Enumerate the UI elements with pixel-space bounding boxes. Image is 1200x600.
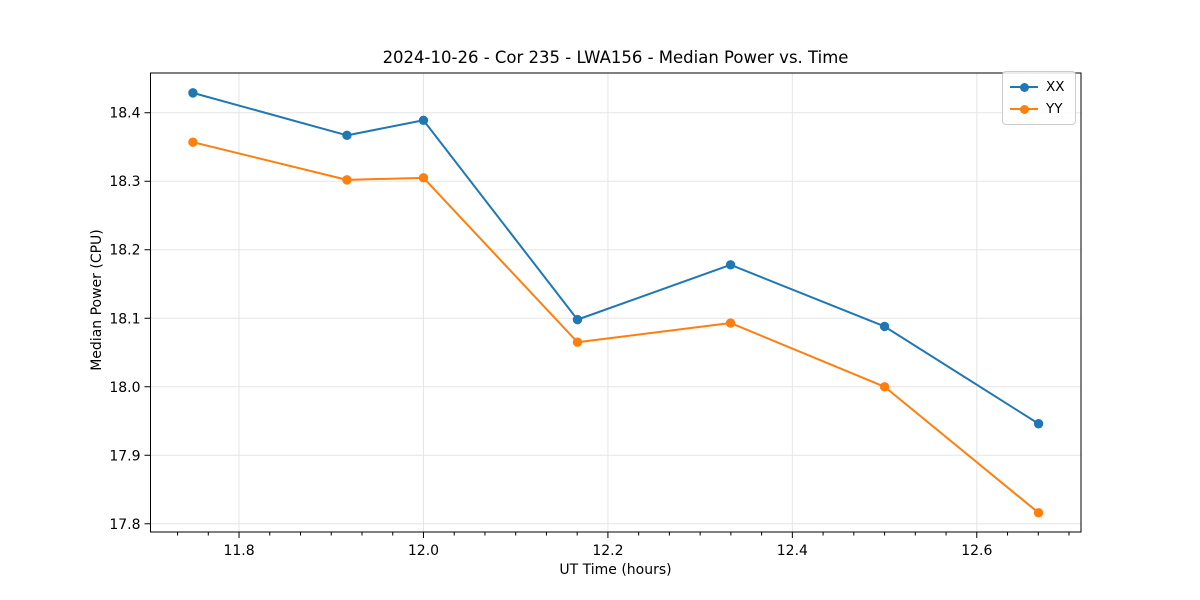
data-point-yy bbox=[418, 173, 429, 183]
data-point-xx bbox=[1033, 419, 1044, 429]
x-tick-label: 12.0 bbox=[408, 543, 439, 559]
data-point-xx bbox=[418, 115, 429, 125]
x-tick-label: 12.4 bbox=[777, 543, 808, 559]
y-tick-label: 18.4 bbox=[109, 106, 140, 122]
y-tick-label: 18.1 bbox=[109, 311, 140, 327]
data-point-xx bbox=[572, 314, 583, 325]
x-tick-label: 11.8 bbox=[223, 543, 254, 559]
x-tick-label: 12.2 bbox=[592, 543, 623, 559]
y-tick-label: 18.3 bbox=[109, 174, 140, 190]
x-tick-label: 12.6 bbox=[961, 543, 992, 559]
chart-title: 2024-10-26 - Cor 235 - LWA156 - Median P… bbox=[382, 48, 849, 67]
series-line-xx bbox=[191, 91, 1040, 425]
series-line-yy bbox=[191, 141, 1040, 514]
legend-marker-icon bbox=[1019, 104, 1029, 114]
x-axis-label: UT Time (hours) bbox=[559, 562, 672, 578]
legend-marker-icon bbox=[1019, 82, 1029, 92]
y-tick-label: 18.2 bbox=[109, 243, 140, 259]
data-point-yy bbox=[572, 337, 583, 347]
data-point-yy bbox=[879, 382, 890, 392]
y-tick-label: 17.8 bbox=[109, 517, 140, 533]
data-point-xx bbox=[188, 88, 198, 98]
data-point-xx bbox=[725, 260, 736, 270]
legend: XX YY bbox=[1002, 71, 1076, 125]
y-tick-label: 18.0 bbox=[109, 380, 140, 396]
legend-label-yy: YY bbox=[1046, 101, 1063, 117]
data-point-yy bbox=[725, 318, 736, 328]
plot-spines bbox=[150, 72, 1082, 533]
legend-swatch-yy bbox=[1010, 104, 1038, 114]
legend-swatch-xx bbox=[1010, 82, 1038, 92]
data-point-yy bbox=[342, 175, 352, 185]
legend-entry-xx: XX bbox=[1010, 78, 1069, 97]
data-point-xx bbox=[879, 321, 890, 332]
y-tick-label: 17.9 bbox=[109, 448, 140, 464]
legend-label-xx: XX bbox=[1046, 79, 1065, 95]
data-point-yy bbox=[1033, 508, 1044, 518]
legend-entry-yy: YY bbox=[1010, 100, 1069, 119]
data-point-xx bbox=[342, 130, 352, 141]
data-point-yy bbox=[188, 137, 198, 147]
